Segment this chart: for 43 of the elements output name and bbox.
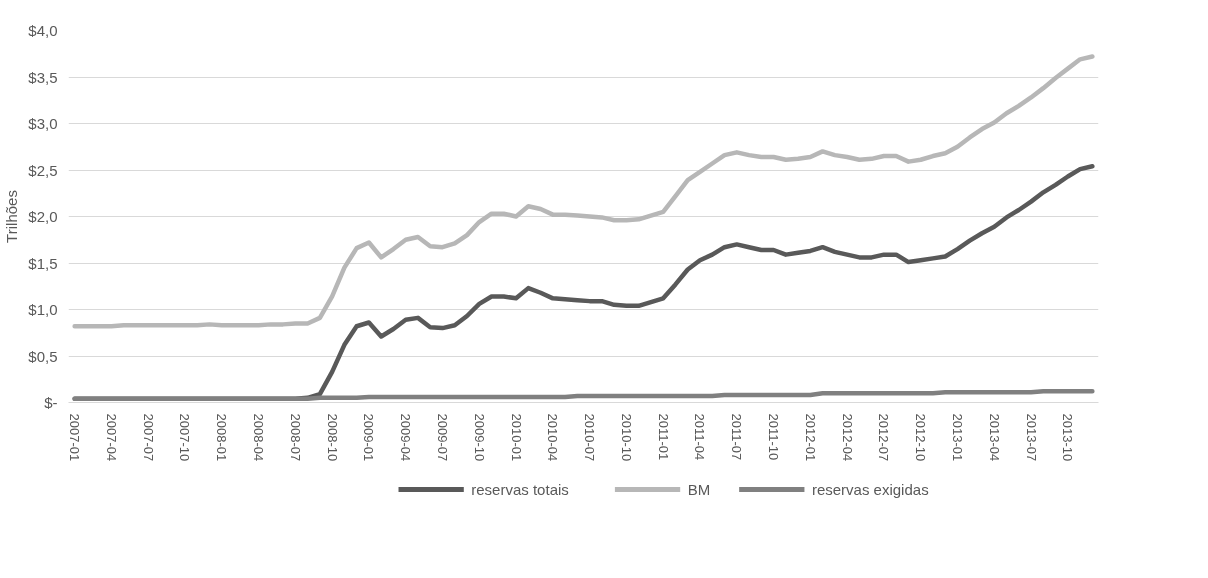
x-tick-label: 2007-07 <box>140 413 156 462</box>
y-axis-title: Trilhões <box>3 190 21 243</box>
line-series <box>72 389 1095 402</box>
y-tick-label: $3,5 <box>28 68 58 86</box>
x-tick-label: 2009-07 <box>434 413 450 462</box>
x-tick-label: 2013-04 <box>986 413 1002 462</box>
y-tick-label: $- <box>44 394 58 411</box>
x-tick-label: 2007-10 <box>177 413 193 462</box>
x-tick-label: 2010-10 <box>618 413 634 462</box>
x-tick-label: 2012-10 <box>913 413 929 462</box>
x-tick-label: 2009-10 <box>471 413 487 462</box>
x-tick-label: 2008-01 <box>214 413 230 462</box>
x-tick-label: 2007-01 <box>67 413 83 462</box>
x-tick-label: 2009-04 <box>398 413 414 462</box>
y-tick-label: $1,5 <box>28 254 58 272</box>
legend-label: reservas totais <box>471 481 569 498</box>
x-tick-label: 2008-04 <box>251 413 267 462</box>
y-tick-label: $0,5 <box>28 347 58 365</box>
x-tick-label: 2008-07 <box>287 413 303 462</box>
y-tick-label: $4,0 <box>28 22 58 39</box>
y-tick-label: $1,0 <box>28 301 58 318</box>
x-tick-label: 2013-10 <box>1060 413 1076 462</box>
line-series <box>72 54 1095 329</box>
y-tick-label: $2,5 <box>28 161 58 179</box>
x-tick-label: 2011-07 <box>729 413 745 461</box>
y-tick-label: $2,0 <box>28 208 58 225</box>
legend-label: reservas exigidas <box>811 481 929 498</box>
x-tick-label: 2010-04 <box>545 413 561 462</box>
x-tick-label: 2013-01 <box>949 413 965 462</box>
legend-label: BM <box>687 481 711 498</box>
y-tick-label: $3,0 <box>28 115 58 132</box>
x-tick-label: 2008-10 <box>324 413 340 462</box>
x-tick-label: 2009-01 <box>361 413 377 462</box>
x-tick-label: 2012-07 <box>876 413 892 462</box>
x-tick-label: 2010-07 <box>582 413 598 462</box>
x-tick-label: 2007-04 <box>103 413 119 462</box>
x-tick-label: 2010-01 <box>508 413 524 462</box>
x-tick-label: 2013-07 <box>1023 413 1039 462</box>
x-tick-label: 2011-04 <box>692 413 708 461</box>
x-tick-label: 2012-01 <box>802 413 818 462</box>
x-tick-label: 2011-01 <box>655 413 671 461</box>
x-tick-label: 2011-10 <box>766 413 782 461</box>
x-tick-label: 2012-04 <box>839 413 855 462</box>
